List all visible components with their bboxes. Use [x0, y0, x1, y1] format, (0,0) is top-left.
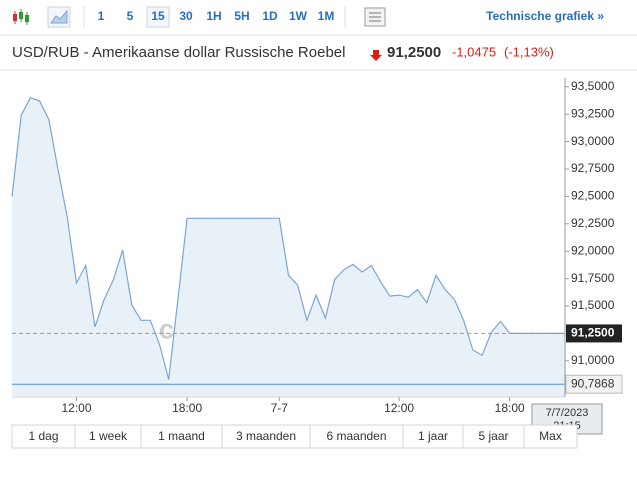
- line: [11, 96, 565, 380]
- interval-button[interactable]: 1W: [289, 9, 308, 23]
- interval-button[interactable]: 1M: [318, 9, 335, 23]
- range-label[interactable]: 1 maand: [158, 429, 205, 443]
- low-label-box: [565, 374, 623, 394]
- range-label[interactable]: Max: [539, 429, 562, 443]
- interval-button[interactable]: 1: [98, 9, 105, 23]
- y-tick-label: 93,5000: [571, 79, 615, 93]
- range-label[interactable]: 1 dag: [28, 429, 58, 443]
- range-label[interactable]: 6 maanden: [326, 429, 386, 443]
- cursor-date: 7/7/2023: [546, 407, 589, 419]
- x-tick-label: 18:00: [172, 401, 202, 415]
- last-price-box: [566, 324, 622, 343]
- range-label[interactable]: 1 jaar: [418, 429, 448, 443]
- last-price-label: 91,2500: [571, 326, 615, 340]
- interval-button[interactable]: 5H: [234, 9, 249, 23]
- change-pct: (-1,13%): [504, 44, 554, 59]
- interval-button[interactable]: 15: [151, 9, 165, 23]
- y-tick-label: 91,7500: [571, 271, 615, 285]
- technical-chart-link[interactable]: Technische grafiek »: [486, 9, 604, 23]
- low-label: 90,7868: [571, 376, 615, 390]
- range-label[interactable]: 3 maanden: [236, 429, 296, 443]
- range-button[interactable]: [523, 424, 578, 449]
- x-tick-label: 18:00: [495, 401, 525, 415]
- y-tick-label: 91,0000: [571, 353, 615, 367]
- y-tick-label: 92,7500: [571, 161, 615, 175]
- x-tick-label: 12:00: [62, 401, 92, 415]
- interval-button[interactable]: 1H: [206, 9, 221, 23]
- symbol-title: USD/RUB - Amerikaanse dollar Russische R…: [12, 44, 345, 61]
- y-tick-label: 92,2500: [571, 216, 615, 230]
- down-arrow: [370, 50, 382, 61]
- candle-icon[interactable]: [13, 9, 29, 25]
- x-tick-label: 12:00: [384, 401, 414, 415]
- range-label[interactable]: 5 jaar: [478, 429, 508, 443]
- y-tick-label: 93,0000: [571, 134, 615, 148]
- x-tick-label: 7-7: [271, 401, 289, 415]
- interval-button[interactable]: 30: [179, 9, 193, 23]
- settings-icon[interactable]: [364, 7, 386, 27]
- range-label[interactable]: 1 week: [89, 429, 128, 443]
- interval-button[interactable]: 5: [127, 9, 134, 23]
- y-tick-label: 91,5000: [571, 298, 615, 312]
- interval-selected: [146, 6, 170, 28]
- area-fill: [12, 97, 565, 397]
- interval-button[interactable]: 1D: [262, 9, 278, 23]
- change: -1,0475: [452, 44, 496, 59]
- last-price: 91,2500: [387, 44, 441, 61]
- y-tick-label: 93,2500: [571, 106, 615, 120]
- y-tick-label: 92,5000: [571, 189, 615, 203]
- y-tick-label: 92,0000: [571, 243, 615, 257]
